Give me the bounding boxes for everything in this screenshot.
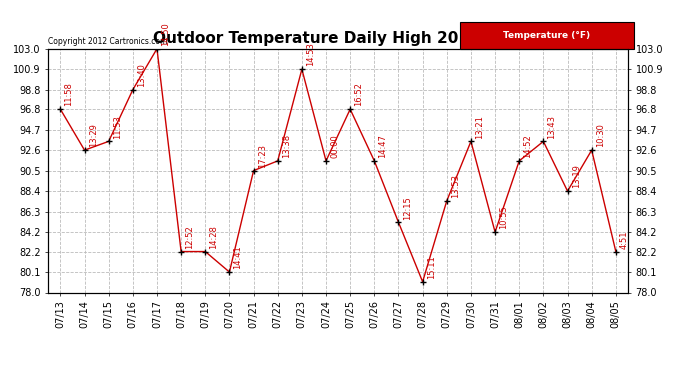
Text: 14:28: 14:28 — [210, 225, 219, 249]
Text: 14:47: 14:47 — [379, 134, 388, 158]
Title: Outdoor Temperature Daily High 20120806: Outdoor Temperature Daily High 20120806 — [153, 31, 523, 46]
Text: 17:23: 17:23 — [258, 144, 267, 168]
FancyBboxPatch shape — [460, 22, 633, 49]
Text: 00:00: 00:00 — [331, 134, 339, 158]
Text: 14:52: 14:52 — [524, 134, 533, 158]
Text: 13:53: 13:53 — [451, 174, 460, 198]
Text: 13:29: 13:29 — [89, 123, 98, 147]
Text: 10:55: 10:55 — [500, 206, 509, 229]
Text: 12:15: 12:15 — [403, 196, 412, 219]
Text: 11:58: 11:58 — [65, 82, 74, 106]
Text: 14:50: 14:50 — [161, 22, 170, 46]
Text: Copyright 2012 Cartronics.com: Copyright 2012 Cartronics.com — [48, 38, 168, 46]
Text: 11:53: 11:53 — [113, 115, 122, 139]
Text: 12:52: 12:52 — [186, 225, 195, 249]
Text: Temperature (°F): Temperature (°F) — [503, 31, 591, 40]
Text: 16:52: 16:52 — [355, 82, 364, 106]
Text: 10:30: 10:30 — [596, 123, 605, 147]
Text: 13:19: 13:19 — [572, 165, 581, 188]
Text: 13:38: 13:38 — [282, 134, 291, 158]
Text: 14:53: 14:53 — [306, 43, 315, 66]
Text: 13:40: 13:40 — [137, 63, 146, 87]
Text: 13:43: 13:43 — [548, 115, 557, 139]
Text: 13:21: 13:21 — [475, 115, 484, 139]
Text: 14:41: 14:41 — [234, 246, 243, 269]
Text: 15:11: 15:11 — [427, 255, 436, 279]
Text: 4:51: 4:51 — [620, 230, 629, 249]
